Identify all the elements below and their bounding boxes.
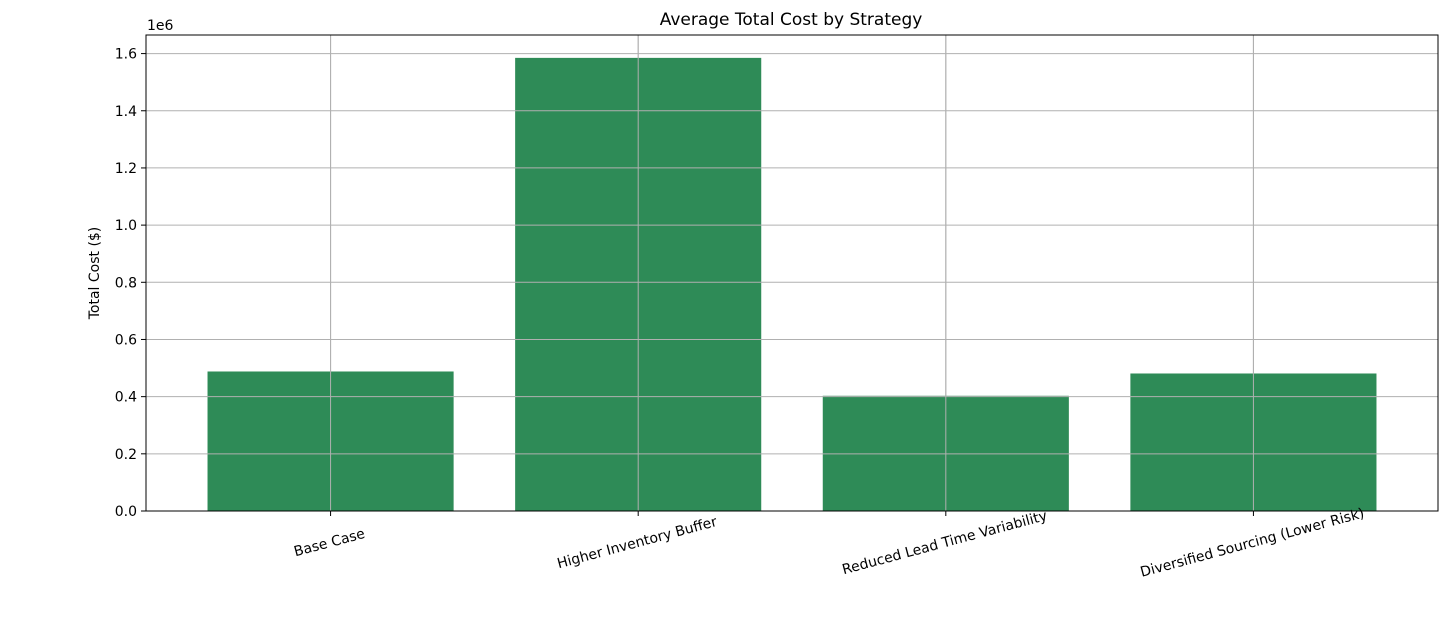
bars <box>207 57 1377 511</box>
grid <box>330 35 1254 511</box>
y-tick-label: 1.4 <box>115 104 137 120</box>
y-axis-label: Total Cost ($) <box>87 227 103 321</box>
y-tick-label: 1.2 <box>115 161 137 177</box>
chart-title: Average Total Cost by Strategy <box>660 10 923 30</box>
y-tick-label: 0.2 <box>115 447 137 463</box>
y-tick-label: 0.6 <box>115 332 137 348</box>
y-axis-offset-label: 1e6 <box>147 18 174 34</box>
y-tick-label: 1.6 <box>115 47 137 63</box>
y-tick-label: 0.0 <box>115 504 137 520</box>
x-tick-label: Base Case <box>292 526 366 560</box>
x-tick-label: Diversified Sourcing (Lower Risk) <box>1139 505 1366 580</box>
ticks <box>141 53 1254 516</box>
x-tick-label: Higher Inventory Buffer <box>555 514 719 572</box>
y-tick-label: 1.0 <box>115 218 137 234</box>
plot-frame <box>145 34 1439 512</box>
y-tick-label: 0.8 <box>115 275 137 291</box>
x-tick-label: Reduced Lead Time Variability <box>841 508 1049 578</box>
y-tick-label: 0.4 <box>115 390 137 406</box>
